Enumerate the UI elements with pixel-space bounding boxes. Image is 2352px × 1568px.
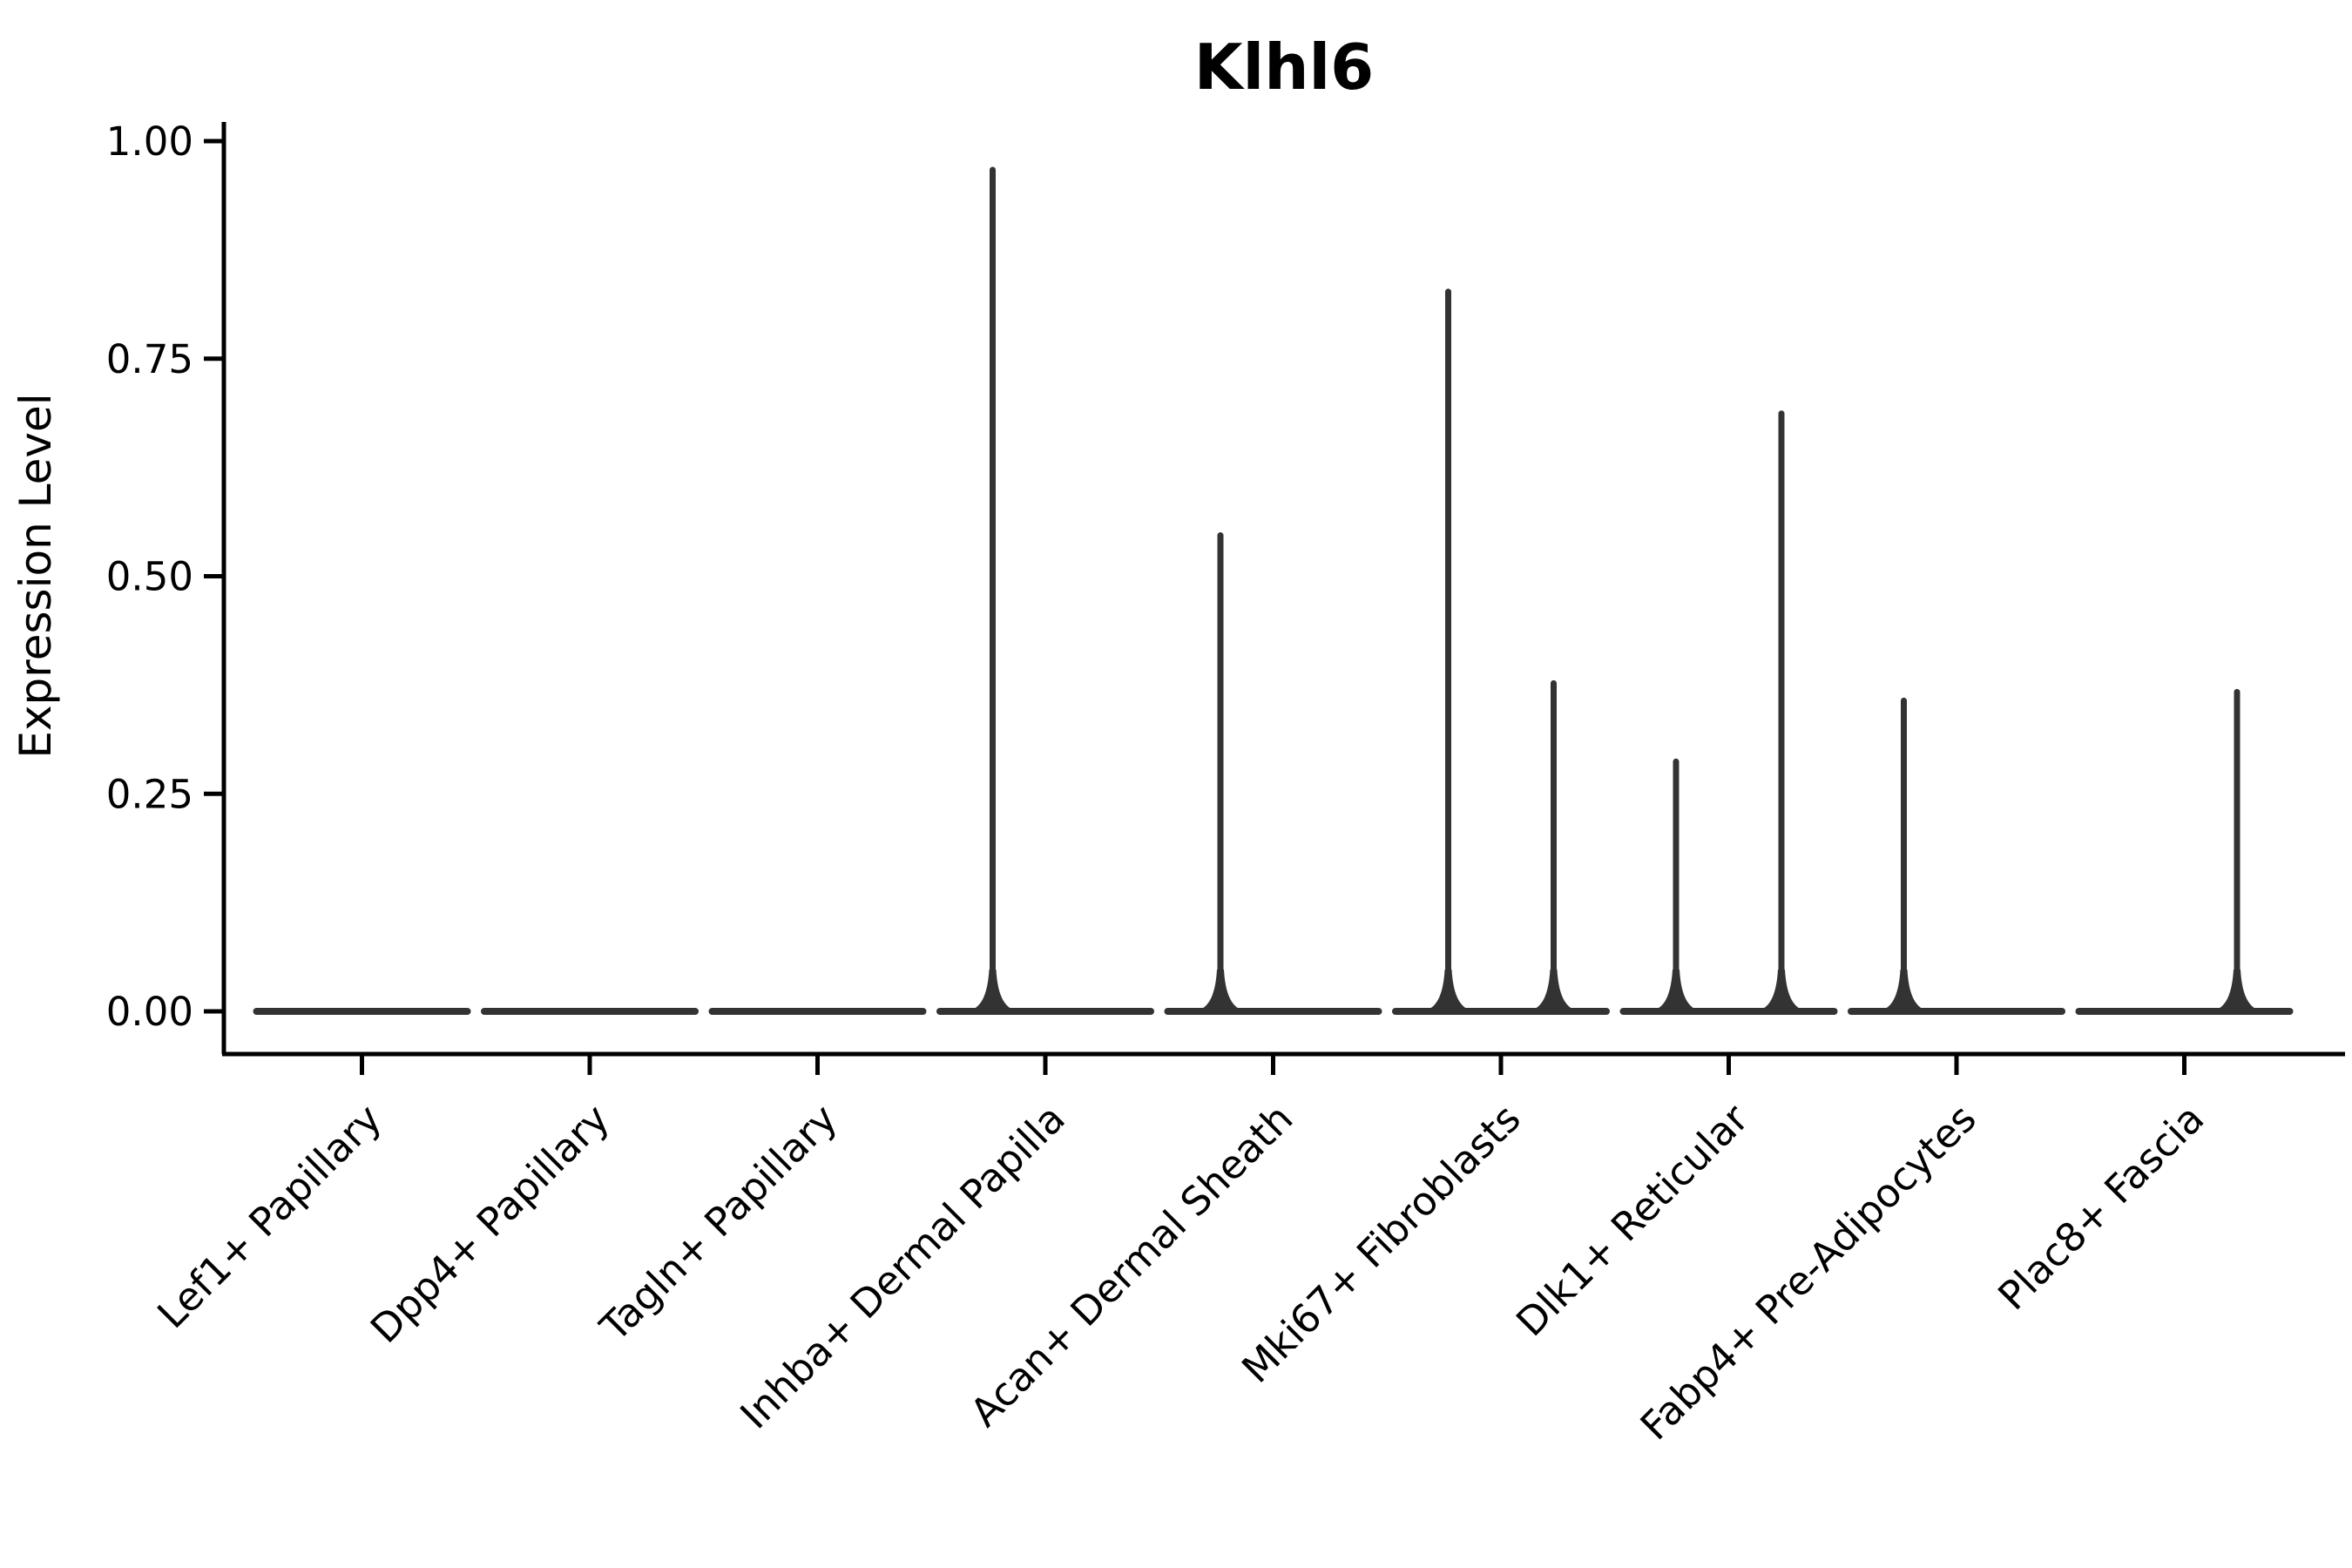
violin-spike-flare <box>1530 970 1578 1010</box>
y-tick-label: 0.00 <box>106 989 193 1035</box>
x-tick-label: Dlk1+ Reticular <box>1507 1095 1757 1345</box>
y-axis-label: Expression Level <box>10 393 61 758</box>
violin-spike-flare <box>1424 970 1472 1010</box>
chart-title: Klhl6 <box>1194 30 1375 104</box>
violin-left <box>1392 288 1504 1015</box>
x-tick-label: Dpp4+ Papillary <box>362 1095 618 1352</box>
violin-spike-flare <box>1652 970 1700 1010</box>
y-tick-label: 0.75 <box>106 336 193 382</box>
x-tick-label: Tagln+ Papillary <box>591 1095 846 1350</box>
violin-spike-flare <box>969 970 1017 1010</box>
x-tick-label: Plac8+ Fascia <box>1989 1095 2213 1319</box>
tick-label-layer: 0.00 0.25 0.50 0.75 1.00 Lef1+ PapillaryDpp4+… <box>106 118 2213 1449</box>
violin-spike-flare <box>2213 970 2261 1010</box>
violin-spike-flare <box>1880 970 1928 1010</box>
violin-layer <box>253 166 2294 1015</box>
axes-layer <box>204 122 2345 1075</box>
violin-right <box>1497 679 1610 1015</box>
y-tick-label: 0.25 <box>106 771 193 817</box>
violin-left <box>1848 697 1960 1015</box>
x-tick-label: Lef1+ Papillary <box>148 1095 390 1337</box>
violin-left <box>936 166 1049 1015</box>
violin-spike-flare <box>1197 970 1244 1010</box>
y-tick-label: 0.50 <box>106 554 193 600</box>
y-tick-label: 1.00 <box>106 118 193 165</box>
violin-left <box>1619 758 1733 1015</box>
violin-spike-flare <box>1758 970 1805 1010</box>
violin-right <box>1725 410 1838 1015</box>
violin-left <box>1164 532 1277 1015</box>
violin-right <box>2180 688 2294 1015</box>
